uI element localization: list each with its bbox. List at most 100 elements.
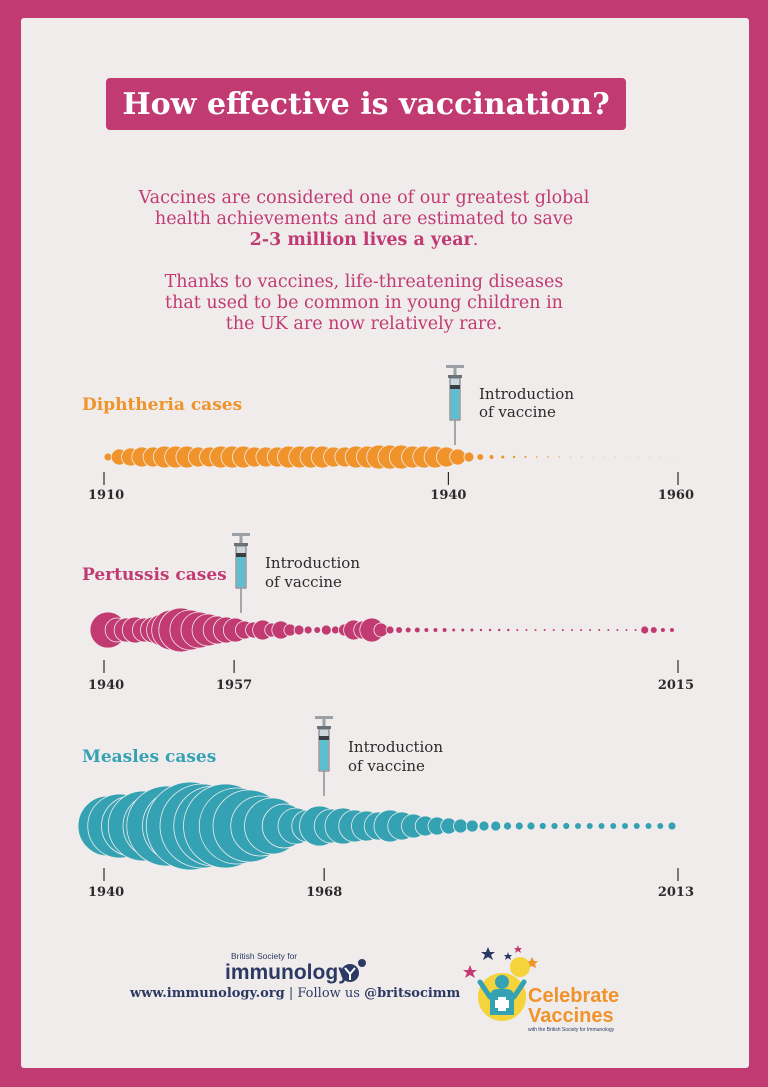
data-bubble [589, 629, 592, 631]
data-bubble [477, 454, 484, 460]
intro-highlight: 2-3 million lives a year [249, 230, 473, 250]
axis-tick-label: 1910 [88, 488, 124, 503]
data-bubble [547, 456, 549, 458]
vaccine-label: of vaccine [479, 403, 556, 421]
data-bubble [478, 820, 490, 832]
data-bubble [603, 456, 605, 458]
axis-tick-label: 1957 [216, 678, 252, 693]
bsi-small-text: British Society for [231, 951, 297, 961]
syringe-rod-icon [239, 533, 243, 545]
data-bubble [657, 823, 664, 829]
intro-line: health achievements and are estimated to… [154, 209, 574, 229]
data-bubble [405, 627, 411, 633]
data-bubble [526, 821, 536, 831]
syringe-liquid-icon [451, 389, 459, 419]
intro-line: 2-3 million lives a year. [60, 230, 668, 251]
cv-title-1: Celebrate [528, 985, 619, 1007]
data-bubble [463, 451, 475, 463]
footer-links: www.immunology.org | Follow us @britsoci… [130, 986, 460, 1001]
intro-period: . [472, 230, 479, 250]
axis-tick-label: 1940 [430, 488, 466, 503]
data-bubble [615, 456, 616, 458]
intro-paragraph-2: Thanks to vaccines, life-threatening dis… [60, 272, 668, 335]
figure-head-icon [495, 975, 509, 989]
syringe-stopper-icon [319, 736, 329, 740]
data-bubble [461, 628, 465, 632]
intro-line: Thanks to vaccines, life-threatening dis… [164, 272, 564, 292]
data-bubble [561, 629, 564, 631]
twitter-handle[interactable]: @britsocimm [364, 986, 461, 1001]
data-bubble [637, 456, 639, 458]
cv-tagline: with the British Society for Immunology [528, 1027, 615, 1033]
vaccine-label: of vaccine [348, 757, 425, 775]
axis-tick-label: 2015 [658, 678, 694, 693]
data-bubble [622, 823, 628, 829]
data-bubble [535, 456, 538, 458]
data-bubble [525, 629, 528, 631]
data-bubble [580, 629, 583, 631]
data-bubble [488, 628, 492, 632]
data-bubble [581, 456, 583, 458]
vaccine-label: Introduction [348, 738, 443, 756]
star-icon [481, 947, 495, 960]
data-bubble [592, 456, 594, 458]
axis-tick-label: 2013 [658, 885, 694, 900]
website-link[interactable]: www.immunology.org [130, 986, 285, 1001]
data-bubble [424, 628, 429, 632]
data-bubble [660, 456, 662, 458]
data-bubble [634, 629, 637, 631]
poster-page [21, 18, 749, 1068]
data-bubble [569, 456, 571, 458]
data-bubble [649, 456, 650, 458]
data-bubble [667, 821, 677, 831]
data-bubble [650, 627, 657, 633]
syringe-stopper-icon [450, 385, 460, 389]
data-bubble [449, 448, 467, 466]
syringe-rod-icon [322, 716, 326, 728]
data-bubble [453, 818, 468, 834]
celebrate-vaccines-logo: Celebrate Vaccines with the British Soci… [463, 945, 619, 1033]
chart-title: Diphtheria cases [82, 395, 242, 415]
cross-icon [495, 1000, 509, 1008]
data-bubble [538, 822, 547, 830]
syringe-flange-icon [448, 375, 462, 378]
data-bubble [479, 628, 483, 632]
star-icon [504, 952, 512, 960]
data-bubble [552, 629, 555, 631]
data-bubble [501, 455, 505, 459]
data-bubble [640, 625, 650, 635]
data-bubble [497, 628, 501, 632]
bsi-dot [358, 959, 366, 967]
syringe-flange-icon [317, 726, 331, 729]
data-bubble [396, 627, 403, 633]
axis-tick-label: 1940 [88, 885, 124, 900]
intro-paragraph-1: Vaccines are considered one of our great… [60, 188, 668, 251]
data-bubble [516, 629, 519, 631]
data-bubble [562, 822, 571, 830]
intro-line: the UK are now relatively rare. [225, 314, 503, 334]
data-bubble [570, 629, 573, 631]
data-bubble [414, 627, 420, 633]
data-bubble [303, 625, 313, 635]
syringe-liquid-icon [237, 557, 245, 587]
data-bubble [103, 452, 113, 462]
cv-title-2: Vaccines [528, 1005, 614, 1027]
data-bubble [671, 456, 673, 458]
syringe-stopper-icon [236, 553, 246, 557]
data-bubble [610, 823, 617, 829]
footer-separator: | Follow us [284, 986, 365, 1001]
data-bubble [660, 628, 665, 632]
data-bubble [489, 455, 494, 459]
axis-tick-label: 1960 [658, 488, 694, 503]
syringe-flange-icon [234, 543, 248, 546]
chart-title: Measles cases [82, 747, 216, 767]
data-bubble [293, 624, 305, 636]
data-bubble [550, 822, 559, 830]
vaccine-label: Introduction [479, 385, 574, 403]
data-bubble [625, 629, 628, 631]
data-bubble [534, 629, 537, 631]
data-bubble [512, 455, 516, 459]
data-bubble [558, 456, 560, 458]
data-bubble [543, 629, 546, 631]
axis-tick-label: 1968 [306, 885, 342, 900]
